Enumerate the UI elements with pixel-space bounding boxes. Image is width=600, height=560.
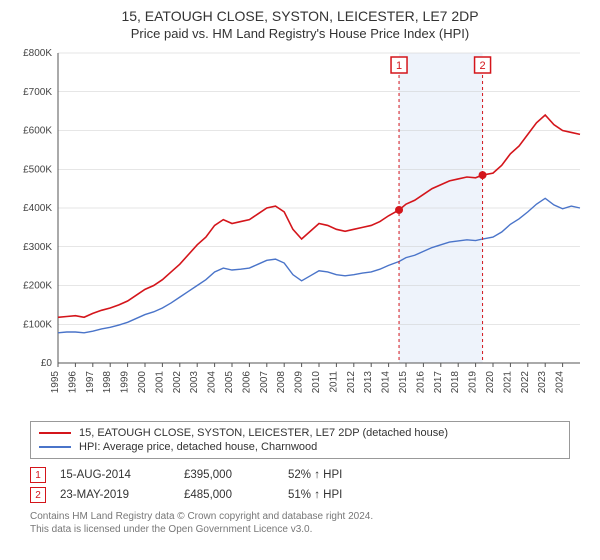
svg-text:2009: 2009	[294, 371, 305, 394]
legend: 15, EATOUGH CLOSE, SYSTON, LEICESTER, LE…	[30, 421, 570, 459]
chart-svg: £0 £100K £200K £300K £400K £500K £600K £700K £80…	[10, 43, 590, 413]
svg-text:2000: 2000	[137, 371, 148, 394]
svg-text:£0: £0	[41, 358, 53, 369]
svg-text:1999: 1999	[120, 371, 131, 394]
footer-line1: Contains HM Land Registry data © Crown c…	[30, 511, 570, 524]
svg-text:2011: 2011	[328, 371, 339, 393]
svg-text:£200K: £200K	[23, 281, 52, 292]
svg-text:2024: 2024	[555, 371, 566, 394]
svg-text:2022: 2022	[520, 371, 531, 394]
svg-text:£400K: £400K	[23, 203, 52, 214]
svg-text:2017: 2017	[433, 371, 444, 394]
svg-text:2004: 2004	[207, 371, 218, 394]
sale-row-2: 2 23-MAY-2019 £485,000 51% ↑ HPI	[30, 485, 570, 505]
sales-table: 1 15-AUG-2014 £395,000 52% ↑ HPI 2 23-MA…	[30, 465, 570, 505]
sale-date-1: 15-AUG-2014	[60, 469, 170, 481]
svg-text:£100K: £100K	[23, 319, 52, 330]
svg-text:2023: 2023	[537, 371, 548, 394]
footer: Contains HM Land Registry data © Crown c…	[30, 511, 570, 536]
svg-text:2012: 2012	[346, 371, 357, 394]
svg-text:2018: 2018	[450, 371, 461, 394]
sale-price-2: £485,000	[184, 489, 274, 501]
svg-text:1995: 1995	[50, 371, 61, 394]
legend-swatch-hpi	[39, 446, 71, 448]
svg-text:2016: 2016	[415, 371, 426, 394]
title-block: 15, EATOUGH CLOSE, SYSTON, LEICESTER, LE…	[0, 0, 600, 43]
sale-badge-1: 1	[30, 467, 46, 483]
svg-text:2002: 2002	[172, 371, 183, 394]
svg-text:1996: 1996	[67, 371, 78, 394]
svg-text:2019: 2019	[468, 371, 479, 394]
svg-text:2020: 2020	[485, 371, 496, 394]
title-subtitle: Price paid vs. HM Land Registry's House …	[10, 26, 590, 41]
sale-badge-2: 2	[30, 487, 46, 503]
svg-text:2015: 2015	[398, 371, 409, 394]
svg-text:1998: 1998	[102, 371, 113, 394]
svg-text:£300K: £300K	[23, 242, 52, 253]
price-chart: £0 £100K £200K £300K £400K £500K £600K £700K £80…	[10, 43, 590, 413]
sale-price-1: £395,000	[184, 469, 274, 481]
svg-text:2006: 2006	[241, 371, 252, 394]
svg-text:2010: 2010	[311, 371, 322, 394]
svg-text:1: 1	[396, 60, 402, 72]
legend-swatch-property	[39, 432, 71, 434]
svg-text:2: 2	[479, 60, 485, 72]
svg-text:2021: 2021	[502, 371, 513, 394]
svg-text:2003: 2003	[189, 371, 200, 394]
svg-text:2001: 2001	[154, 371, 165, 394]
legend-label-hpi: HPI: Average price, detached house, Char…	[79, 441, 317, 453]
legend-label-property: 15, EATOUGH CLOSE, SYSTON, LEICESTER, LE…	[79, 427, 448, 439]
svg-text:2013: 2013	[363, 371, 374, 394]
svg-text:2008: 2008	[276, 371, 287, 394]
legend-item-property: 15, EATOUGH CLOSE, SYSTON, LEICESTER, LE…	[39, 426, 561, 440]
sale-pct-2: 51% ↑ HPI	[288, 489, 408, 501]
svg-text:1997: 1997	[85, 371, 96, 394]
legend-item-hpi: HPI: Average price, detached house, Char…	[39, 440, 561, 454]
footer-line2: This data is licensed under the Open Gov…	[30, 524, 570, 537]
svg-text:£500K: £500K	[23, 164, 52, 175]
svg-text:2007: 2007	[259, 371, 270, 394]
svg-text:2014: 2014	[381, 371, 392, 394]
sale-row-1: 1 15-AUG-2014 £395,000 52% ↑ HPI	[30, 465, 570, 485]
sale-pct-1: 52% ↑ HPI	[288, 469, 408, 481]
title-address: 15, EATOUGH CLOSE, SYSTON, LEICESTER, LE…	[10, 8, 590, 24]
svg-text:2005: 2005	[224, 371, 235, 394]
svg-text:£600K: £600K	[23, 126, 52, 137]
sale-date-2: 23-MAY-2019	[60, 489, 170, 501]
svg-text:£800K: £800K	[23, 48, 52, 59]
svg-text:£700K: £700K	[23, 87, 52, 98]
